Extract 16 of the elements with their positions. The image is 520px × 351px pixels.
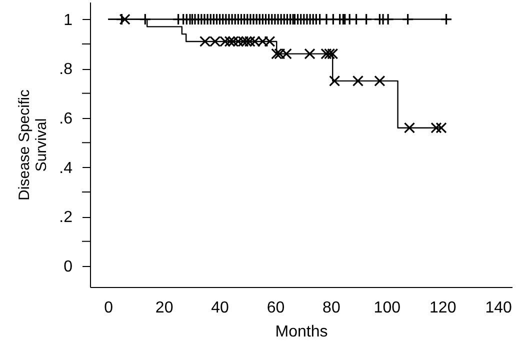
y-axis-title: Disease Specific Survival bbox=[16, 89, 50, 200]
x-axis-title: Months bbox=[275, 324, 328, 340]
x-tick-label: 100 bbox=[374, 300, 401, 316]
y-tick-label: .6 bbox=[59, 110, 73, 128]
x-tick-label: 80 bbox=[322, 300, 340, 316]
y-tick-label: 0 bbox=[64, 258, 73, 276]
x-tick-label: 0 bbox=[104, 300, 114, 316]
x-tick-label: 120 bbox=[430, 300, 456, 316]
x-tick-label: 40 bbox=[211, 300, 230, 316]
y-tick-label: 1 bbox=[64, 12, 73, 29]
x-tick-label: 60 bbox=[266, 300, 285, 316]
y-tick-label: .2 bbox=[59, 209, 73, 226]
y-tick-label: .8 bbox=[59, 61, 73, 78]
x-tick-label: 20 bbox=[155, 300, 174, 316]
y-tick-label: .4 bbox=[59, 160, 73, 177]
x-tick-label: 140 bbox=[485, 300, 512, 316]
